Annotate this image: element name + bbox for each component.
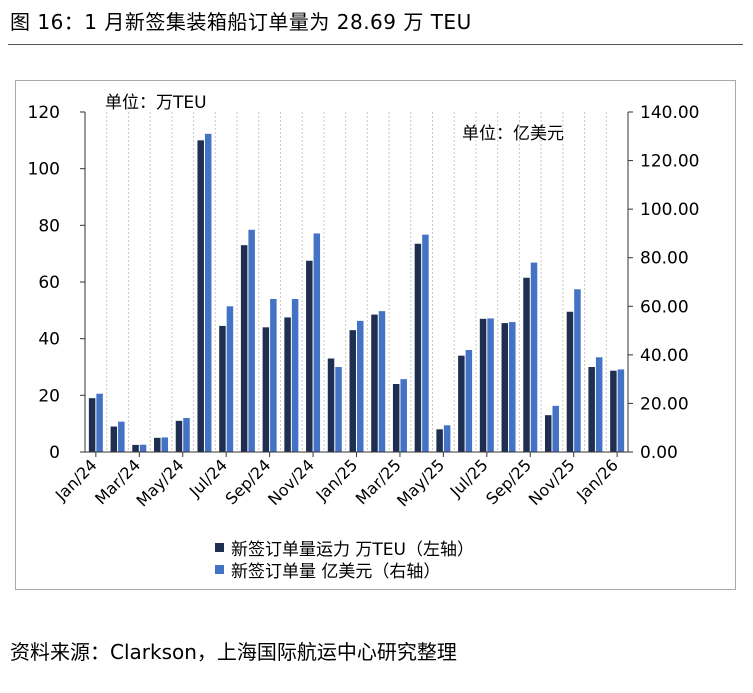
left-tick-label: 40 xyxy=(38,330,60,350)
right-tick-label: 120.00 xyxy=(640,152,699,172)
right-tick-label: 100.00 xyxy=(640,200,699,220)
right-unit-label: 单位：亿美元 xyxy=(462,124,564,144)
bar-series-0-May/24 xyxy=(175,420,183,452)
bar-series-0-Jan/26 xyxy=(610,370,617,452)
right-tick-label: 20.00 xyxy=(640,394,689,414)
bar-series-1-Dec/24 xyxy=(335,367,342,452)
left-axis-ticks: 0 20 40 60 80 100 120 xyxy=(28,103,85,463)
bar-series-0-Apr/25 xyxy=(414,243,422,452)
right-tick-label: 40.00 xyxy=(640,346,689,366)
bar-series-0-Mar/25 xyxy=(392,384,400,452)
bar-series-0-Nov/25 xyxy=(566,311,574,452)
left-tick-label: 20 xyxy=(38,386,60,406)
right-tick-label: 80.00 xyxy=(640,249,689,269)
bar-series-1-Jun/24 xyxy=(204,133,212,452)
bar-series-1-Dec/25 xyxy=(595,357,603,452)
x-tick-label: Sep/25 xyxy=(482,455,535,508)
legend-label-0: 新签订单量运力 万TEU（左轴） xyxy=(231,540,474,560)
bar-group xyxy=(88,133,625,453)
bar-series-0-Oct/25 xyxy=(544,415,552,452)
bar-series-0-Jul/24 xyxy=(219,325,226,452)
right-tick-label: 140.00 xyxy=(640,103,699,123)
bar-series-1-Apr/25 xyxy=(422,234,429,452)
source-note: 资料来源：Clarkson，上海国际航运中心研究整理 xyxy=(10,640,457,664)
bar-series-0-Apr/24 xyxy=(154,437,161,452)
bar-series-1-Mar/25 xyxy=(400,379,407,452)
bar-series-1-Jun/25 xyxy=(465,350,473,452)
bar-series-0-Jun/24 xyxy=(197,140,204,453)
bar-series-0-May/25 xyxy=(436,429,443,452)
bar-series-1-Feb/24 xyxy=(118,421,125,452)
bar-series-0-Dec/24 xyxy=(327,358,335,452)
left-tick-label: 120 xyxy=(28,103,60,123)
bar-series-1-Jul/25 xyxy=(487,318,494,452)
bar-series-1-May/25 xyxy=(443,425,451,452)
bar-series-1-Aug/24 xyxy=(248,229,255,452)
chart-frame xyxy=(15,80,736,590)
legend-swatch-0 xyxy=(215,543,224,552)
bar-series-1-Jan/24 xyxy=(96,393,103,452)
x-axis-ticks: Jan/24Mar/24May/24Jul/24Sep/24Nov/24Jan/… xyxy=(51,452,622,510)
bar-series-1-Oct/24 xyxy=(291,299,299,452)
bar-series-1-Jan/26 xyxy=(617,369,625,452)
left-tick-label: 60 xyxy=(38,273,60,293)
bar-series-1-Jul/24 xyxy=(226,306,234,452)
left-tick-label: 100 xyxy=(28,160,60,180)
bar-series-0-Jul/25 xyxy=(479,318,487,452)
x-tick-label: Jan/26 xyxy=(572,455,622,505)
axes xyxy=(84,112,629,453)
x-tick-label: Sep/24 xyxy=(221,455,274,508)
right-tick-label: 0.00 xyxy=(640,443,678,463)
bar-series-1-Sep/24 xyxy=(270,299,277,452)
bar-series-1-Sep/25 xyxy=(530,262,538,452)
x-tick-label: Nov/25 xyxy=(525,455,579,509)
bar-series-1-Jan/25 xyxy=(357,320,364,452)
bar-series-0-Oct/24 xyxy=(284,317,291,452)
bar-series-0-Feb/25 xyxy=(371,314,378,452)
bar-series-0-Jan/25 xyxy=(349,330,356,452)
legend-label-1: 新签订单量 亿美元（右轴） xyxy=(231,562,440,582)
bar-series-0-Dec/25 xyxy=(588,367,595,452)
bar-series-1-Nov/24 xyxy=(313,233,321,452)
bar-series-0-Sep/24 xyxy=(262,327,270,452)
bar-series-1-Oct/25 xyxy=(552,405,559,452)
right-tick-label: 60.00 xyxy=(640,297,689,317)
bar-series-0-Mar/24 xyxy=(132,444,139,452)
bar-series-1-Mar/24 xyxy=(139,444,147,452)
bar-series-0-Nov/24 xyxy=(306,260,313,452)
title-divider xyxy=(8,44,743,45)
bar-series-0-Aug/25 xyxy=(501,323,509,452)
chart-title: 图 16：1 月新签集装箱船订单量为 28.69 万 TEU xyxy=(10,10,472,34)
bar-series-1-Aug/25 xyxy=(509,322,516,452)
x-tick-label: Nov/24 xyxy=(264,455,318,509)
bar-series-1-Apr/24 xyxy=(161,437,169,452)
grid-lines xyxy=(106,112,607,452)
legend: 新签订单量运力 万TEU（左轴） 新签订单量 亿美元（右轴） xyxy=(215,540,474,582)
bar-series-0-Sep/25 xyxy=(523,277,530,452)
bar-series-0-Jun/25 xyxy=(458,355,465,452)
left-tick-label: 0 xyxy=(49,443,60,463)
bar-series-1-May/24 xyxy=(183,418,190,452)
x-tick-label: May/24 xyxy=(133,455,188,510)
left-tick-label: 80 xyxy=(38,216,60,236)
bar-series-0-Feb/24 xyxy=(110,426,118,452)
bar-series-1-Nov/25 xyxy=(574,289,581,452)
legend-swatch-1 xyxy=(215,565,224,574)
x-tick-label: May/25 xyxy=(393,455,448,510)
left-unit-label: 单位：万TEU xyxy=(105,93,207,113)
bar-series-0-Jan/24 xyxy=(88,398,96,452)
right-axis-ticks: 0.00 20.00 40.00 60.00 80.00 100.00 120.00 140.… xyxy=(628,103,699,463)
bar-series-0-Aug/24 xyxy=(240,245,248,452)
bar-series-1-Feb/25 xyxy=(378,311,386,452)
